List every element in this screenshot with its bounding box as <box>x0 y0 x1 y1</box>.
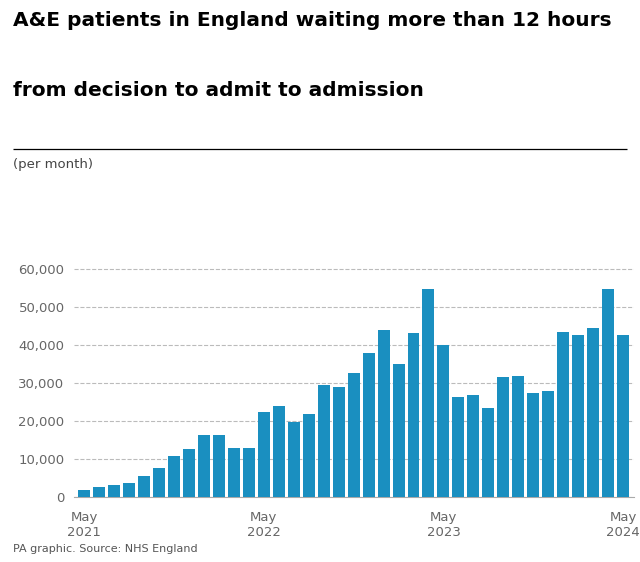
Bar <box>258 412 269 497</box>
Bar <box>123 483 135 497</box>
Bar <box>572 334 584 497</box>
Bar <box>542 391 554 497</box>
Bar <box>483 409 494 497</box>
Bar <box>467 395 479 497</box>
Bar <box>497 377 509 497</box>
Bar <box>602 289 614 497</box>
Bar <box>108 485 120 497</box>
Bar <box>452 397 465 497</box>
Bar <box>198 434 210 497</box>
Bar <box>587 328 599 497</box>
Bar <box>303 414 315 497</box>
Bar <box>228 448 240 497</box>
Bar <box>168 456 180 497</box>
Bar <box>333 387 344 497</box>
Bar <box>557 332 569 497</box>
Bar <box>138 475 150 497</box>
Bar <box>392 364 404 497</box>
Text: PA graphic. Source: NHS England: PA graphic. Source: NHS England <box>13 543 197 554</box>
Bar <box>317 385 330 497</box>
Bar <box>93 487 105 497</box>
Text: (per month): (per month) <box>13 158 93 171</box>
Bar <box>378 329 390 497</box>
Bar <box>243 448 255 497</box>
Text: from decision to admit to admission: from decision to admit to admission <box>13 81 424 101</box>
Bar <box>512 375 524 497</box>
Bar <box>527 393 540 497</box>
Bar <box>78 490 90 497</box>
Bar <box>153 469 165 497</box>
Bar <box>363 353 374 497</box>
Bar <box>183 448 195 497</box>
Bar <box>408 333 419 497</box>
Bar <box>288 422 300 497</box>
Bar <box>273 406 285 497</box>
Bar <box>422 288 435 497</box>
Bar <box>617 335 629 497</box>
Text: A&E patients in England waiting more than 12 hours: A&E patients in England waiting more tha… <box>13 11 611 30</box>
Bar <box>213 434 225 497</box>
Bar <box>438 345 449 497</box>
Bar <box>348 373 360 497</box>
